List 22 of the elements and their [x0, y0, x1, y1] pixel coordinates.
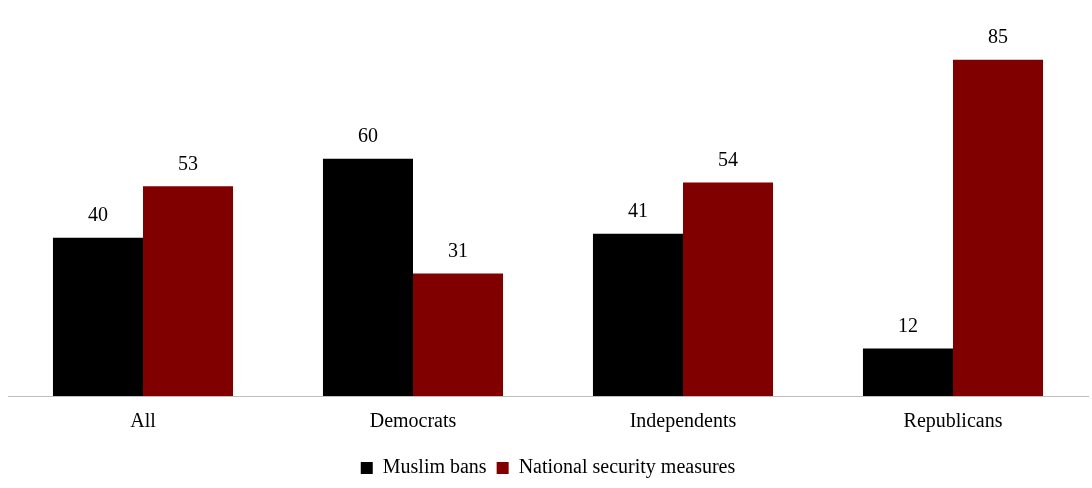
data-label: 53 [178, 151, 199, 174]
data-label: 31 [448, 238, 469, 261]
bar [592, 233, 683, 396]
x-tick-label: All [130, 409, 157, 432]
bar [413, 273, 504, 396]
data-label: 12 [897, 313, 918, 336]
bar [683, 182, 774, 396]
bar [953, 59, 1044, 396]
data-label: 85 [988, 25, 1009, 48]
legend-label: Muslim bans [382, 455, 487, 478]
bar [322, 158, 413, 396]
data-label: 54 [718, 147, 739, 170]
bar [862, 348, 953, 396]
bar [143, 186, 234, 396]
bar [52, 237, 143, 396]
x-tick-label: Independents [629, 409, 737, 433]
legend-label: National security measures [518, 455, 736, 479]
data-label: 60 [357, 123, 378, 146]
data-label: 40 [87, 203, 108, 226]
x-tick-label: Democrats [369, 409, 457, 432]
data-label: 41 [627, 199, 648, 222]
x-tick-label: Republicans [903, 409, 1003, 433]
